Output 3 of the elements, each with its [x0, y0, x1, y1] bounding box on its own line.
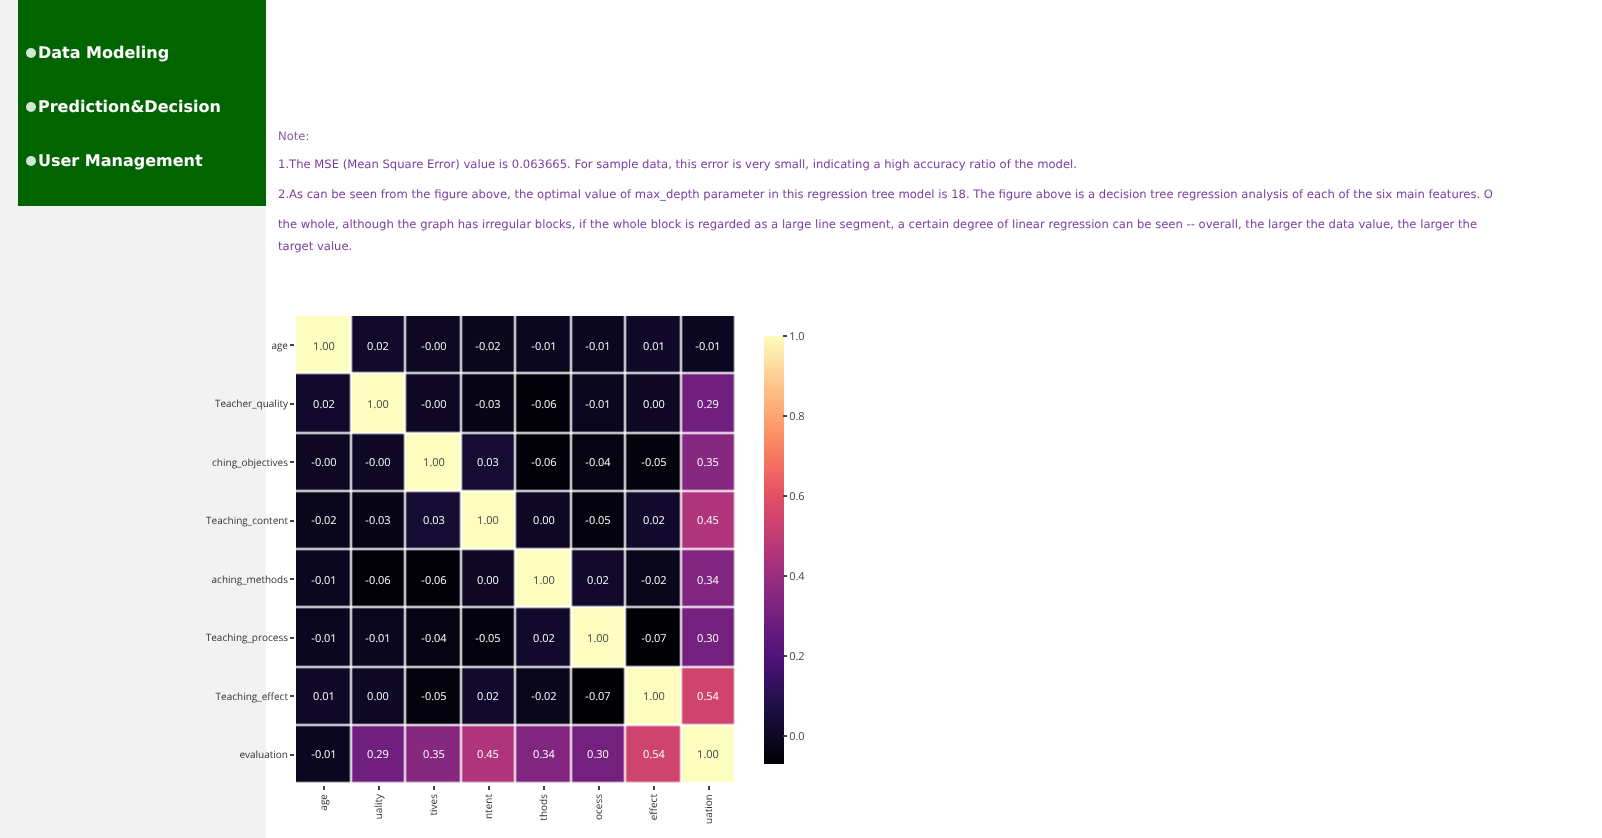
text: User Management [38, 152, 203, 170]
text: Prediction&Decision [38, 98, 221, 116]
text: Data Modeling [38, 44, 170, 62]
